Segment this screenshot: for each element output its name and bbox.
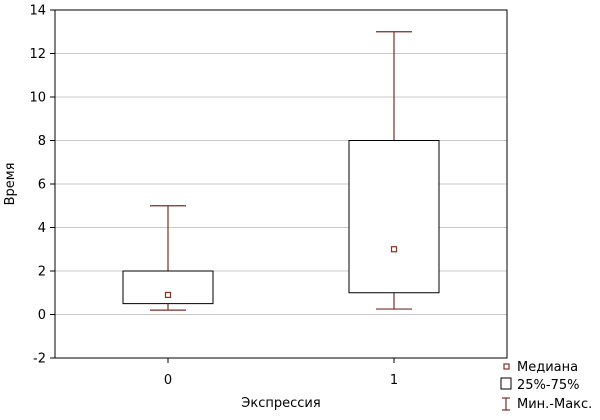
- x-tick-label: 1: [390, 373, 398, 388]
- y-tick-label: 6: [38, 178, 46, 193]
- median-marker: [164, 291, 172, 299]
- y-tick-label: 14: [29, 4, 46, 19]
- y-tick-label: 8: [38, 134, 46, 149]
- box-iqr: [348, 140, 440, 294]
- legend-box-swatch: [500, 377, 512, 390]
- y-axis-label: Время: [3, 163, 18, 206]
- y-tick-label: 0: [38, 308, 46, 323]
- legend: Медиана 25%-75% Мин.-Макс.: [500, 360, 592, 412]
- boxes-layer: [122, 31, 440, 311]
- y-axis-ticks: -2 0 2 4 6 8 10 12 14: [29, 4, 55, 367]
- legend-box-label: 25%-75%: [517, 378, 579, 393]
- x-tick-label: 0: [164, 373, 172, 388]
- y-tick-label: 12: [29, 47, 46, 62]
- x-axis-label: Экспрессия: [241, 396, 320, 411]
- legend-median-swatch: [503, 363, 510, 370]
- box-group-1: [348, 31, 440, 310]
- box-iqr: [122, 270, 214, 305]
- legend-median-label: Медиана: [517, 360, 578, 375]
- y-tick-label: 4: [38, 221, 46, 236]
- y-tick-label: 2: [38, 265, 46, 280]
- legend-whisker-label: Мин.-Макс.: [517, 397, 592, 412]
- median-marker: [390, 246, 398, 253]
- box-group-0: [122, 205, 214, 311]
- y-tick-label: 10: [29, 91, 46, 106]
- y-tick-label: -2: [33, 352, 46, 367]
- legend-whisker-swatch: [502, 397, 510, 411]
